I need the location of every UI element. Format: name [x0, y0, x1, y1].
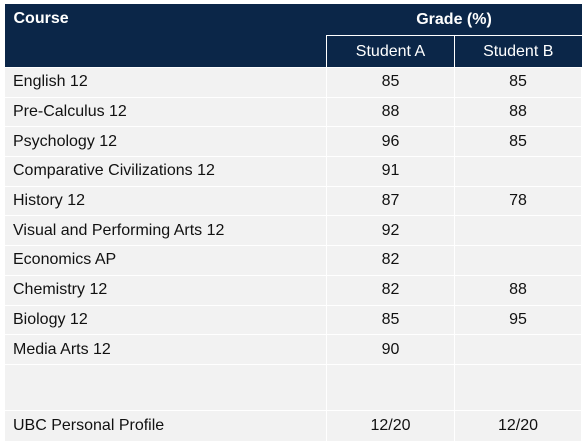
student-b-grade-cell: [453, 245, 583, 276]
table-row: Pre-Calculus 12 88 88: [4, 96, 583, 128]
table-row: Economics AP 82: [4, 245, 583, 276]
student-a-grade-cell: 85: [326, 304, 455, 336]
student-b-grade-cell: [453, 156, 583, 187]
course-cell: Media Arts 12: [4, 334, 327, 365]
student-a-grade-cell: 96: [326, 126, 455, 158]
student-a-grade-cell: 87: [326, 185, 455, 217]
student-b-grade-cell: 88: [453, 274, 583, 306]
course-cell: Biology 12: [4, 304, 327, 336]
table-row: Chemistry 12 82 88: [4, 274, 583, 306]
course-cell: Comparative Civilizations 12: [4, 156, 327, 187]
course-cell: English 12: [4, 67, 327, 98]
table-row: Biology 12 85 95: [4, 304, 583, 336]
course-cell: Pre-Calculus 12: [4, 96, 327, 128]
student-b-grade-cell: 78: [453, 185, 583, 217]
grades-table-container: Course Grade (%) Student A Student B Eng…: [4, 4, 583, 442]
student-b-grade-cell: [453, 334, 583, 365]
student-b-grade-cell: 88: [453, 96, 583, 128]
student-a-grade-cell: 88: [326, 96, 455, 128]
student-a-grade-cell: 91: [326, 156, 455, 187]
student-b-column-header: Student B: [453, 35, 582, 68]
course-cell: Economics AP: [4, 245, 327, 276]
student-b-grade-cell: 95: [453, 304, 583, 336]
student-b-grade-cell: [453, 363, 583, 411]
grades-table: Course Grade (%) Student A Student B Eng…: [4, 4, 583, 442]
table-row-profile: UBC Personal Profile 12/20 12/20: [4, 409, 583, 442]
student-a-grade-cell: 92: [326, 215, 455, 247]
student-a-grade-cell: 12/20: [326, 409, 455, 442]
course-cell: Chemistry 12: [4, 274, 327, 306]
table-row: English 12 85 85: [4, 67, 583, 98]
table-header: Course Grade (%) Student A Student B: [4, 4, 582, 68]
student-a-grade-cell: 82: [326, 245, 455, 276]
student-a-grade-cell: 90: [326, 334, 455, 365]
table-row: Psychology 12 96 85: [4, 126, 583, 158]
table-row: Visual and Performing Arts 12 92: [4, 215, 583, 247]
student-a-grade-cell: 85: [326, 67, 455, 98]
student-a-column-header: Student A: [326, 35, 455, 68]
table-row: History 12 87 78: [4, 185, 583, 217]
student-b-grade-cell: 85: [453, 67, 583, 98]
table-row: Comparative Civilizations 12 91: [4, 156, 583, 187]
course-cell: Visual and Performing Arts 12: [4, 215, 327, 247]
student-b-grade-cell: 85: [453, 126, 583, 158]
course-cell: UBC Personal Profile: [4, 409, 327, 442]
student-b-grade-cell: 12/20: [453, 409, 583, 442]
course-cell: [4, 363, 327, 411]
table-body: English 12 85 85 Pre-Calculus 12 88 88 P…: [4, 67, 583, 442]
table-row-blank: [4, 363, 583, 411]
student-b-grade-cell: [453, 215, 583, 247]
table-row: Media Arts 12 90: [4, 334, 583, 365]
course-column-header: Course: [4, 4, 327, 68]
grade-column-header: Grade (%): [326, 4, 582, 36]
student-a-grade-cell: [326, 363, 455, 411]
course-cell: History 12: [4, 185, 327, 217]
student-a-grade-cell: 82: [326, 274, 455, 306]
course-cell: Psychology 12: [4, 126, 327, 158]
